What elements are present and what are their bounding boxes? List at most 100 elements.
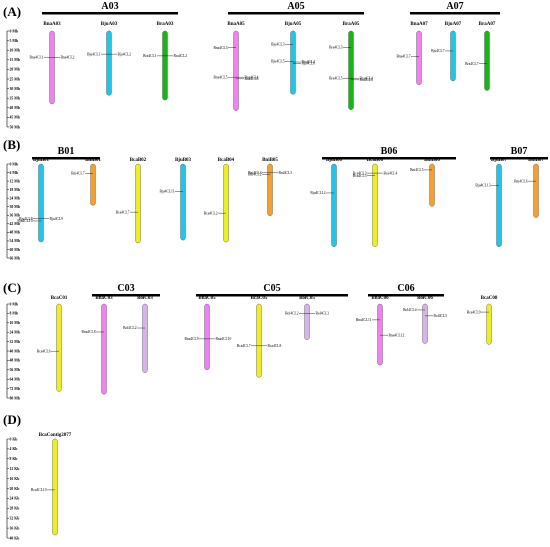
chromosome-bar [486,303,492,345]
chromosome-name: BolC03 [137,296,153,301]
chromosome-name: BjuB01 [33,158,50,163]
axis-tick-label: 72 Mb [10,387,20,391]
axis-tick-label: 54 Mb [10,239,20,243]
axis-tick-label: 4 Kb [10,447,18,451]
gene-label: Bju4CL9 [50,217,64,221]
chromosome-bar [372,163,378,247]
axis-tick-label: 20 Kb [10,487,20,491]
axis-tick-label: 15 Mb [10,58,20,62]
chromosome-bar [223,163,229,243]
chromosome-name: BniB05 [262,158,278,163]
group-a07: A07 BnaA07 Bna4CL7 BjuA07 Bju4CL7 BraA07 Bra4C… [397,1,500,91]
gene-label: Bni4CL7 [71,172,85,176]
group-label: A03 [101,1,118,12]
chromosome-name: BcaC08 [481,296,498,301]
scale-axis: 0 Kb 4 Kb 8 Kb 12 Kb 16 Kb 20 Kb 24 Kb 28 Kb 32 … [6,437,20,540]
gene-label: Bni4CL3 [279,171,293,175]
group-bar [42,12,178,15]
axis-tick-label: 48 Mb [10,359,20,363]
group-c03: C03 BnaC03 Bna4CL8 BolC03 Bol4CL2 [82,283,160,395]
chromosome-bar [256,303,262,378]
axis-tick-label: 45 Mb [10,116,20,120]
chromosome-bcac08: BcaC08 Bca4CL9 [467,296,498,345]
gene-label: Bna4CL7 [397,54,411,58]
gene-label: Bna4CL11 [356,318,372,322]
axis-tick-label: 20 Mb [10,68,20,72]
chromosome-bnaa03: BnaA03 Bna4CL1 Bna4CL2 [30,22,75,105]
chromosome-bar [422,303,428,344]
gene-label: Bra4CL2 [174,54,188,58]
panel-label: (D) [3,412,21,427]
group-unlabeled-1: BcaB02 Bca4CL7 BjuB03 Bju4CL11 BcaB04 Bca4CL2… [116,158,293,244]
gene-label: Bna4CL3 [214,46,228,50]
gene-label: Bna4CL8 [82,330,96,334]
chromosome-bjua07: BjuA07 Bju4CL7 [431,22,462,82]
panel-a: (A) 0 Mb 5 Mb 10 Mb 15 Mb 20 Mb 25 Mb 30 Mb 35 M… [3,1,500,129]
chromosome-name: BnaC06 [371,296,389,301]
gene-label: Bca4CL10 [31,488,47,492]
group-bar [92,294,160,297]
chromosome-bcac05: BcaC05 Bca4CL7 Bca4CL8 [237,296,282,378]
chromosome-bjua03: BjuA03 Bju4CL1 Bju4CL2 [87,22,131,96]
gene-label: Bra4CL7 [465,62,479,66]
gene-label: Bra4CL6 [360,78,374,82]
gene-label: Bju4CL4 [302,60,316,64]
axis-tick-label: 66 Mb [10,256,20,260]
chromosome-bar [496,163,502,247]
axis-tick-label: 40 Kb [10,536,20,540]
chromosome-bar [267,163,273,216]
group-label: C06 [397,283,414,294]
chromosome-name: BjuB03 [175,158,192,163]
gene-label: Bju4CL10 [17,219,32,223]
axis-tick-label: 0 Mb [10,162,19,166]
axis-tick-label: 18 Mb [10,188,20,192]
gene-label: Bju4CL13 [475,184,490,188]
group-bar [322,157,456,160]
gene-label: Bju4CL3 [271,43,285,47]
panel-d: (D) 0 Kb 4 Kb 8 Kb 12 Kb 16 Kb 20 Kb 24 Kb 28 Kb… [3,412,72,540]
chromosome-bcab02: BcaB02 Bca4CL7 [116,158,147,244]
chromosome-bar [142,303,148,373]
chromosome-bnac05: BnaC05 Bna4CL9 Bna4CL10 [185,296,231,371]
chromosome-name: BcaB06 [367,158,384,163]
gene-label: Bra4CL3 [329,46,343,50]
gene-label: Bju4CL1 [87,52,101,56]
axis-tick-label: 5 Mb [10,39,19,43]
gene-label: Bca4CL6 [37,349,51,353]
group-label: A07 [446,1,463,12]
chromosome-braa03: BraA03 Bra4CL1 Bra4CL2 [143,22,188,101]
chromosome-name: BnaA05 [227,22,245,27]
group-label: C03 [117,283,134,294]
axis-tick-label: 12 Kb [10,467,20,471]
chromosome-bar [204,303,210,371]
scale-axis: 0 Mb 6 Mb 12 Mb 18 Mb 24 Mb 30 Mb 36 Mb 42 Mb 48… [6,162,20,260]
axis-tick-label: 32 Kb [10,517,20,521]
axis-tick-label: 16 Mb [10,321,20,325]
gene-label: Bca4CL3 [353,171,367,175]
chromosome-name: BniB01 [85,158,101,163]
chromosome-name: BjuA07 [445,22,462,27]
chromosome-bar [377,303,383,366]
axis-tick-label: 32 Mb [10,340,20,344]
gene-label: Bca4CL9 [467,310,481,314]
chromosome-bar [429,163,435,207]
chromosome-bar [106,30,112,96]
gene-label: Bni4CL6 [514,179,528,183]
gene-label: Bca4CL8 [268,344,282,348]
chromosome-bar [304,303,310,340]
gene-label: Bna4CL1 [30,55,44,59]
group-bar [32,157,100,160]
chromosome-bar [416,30,422,85]
gene-label: Bna4CL5 [214,75,228,79]
axis-tick-label: 24 Mb [10,331,20,335]
gene-label: Bca4CL5 [353,174,367,178]
chromosome-bar [484,30,490,91]
gene-label: Bju4CL7 [431,49,445,53]
panel-label: (C) [3,280,21,295]
